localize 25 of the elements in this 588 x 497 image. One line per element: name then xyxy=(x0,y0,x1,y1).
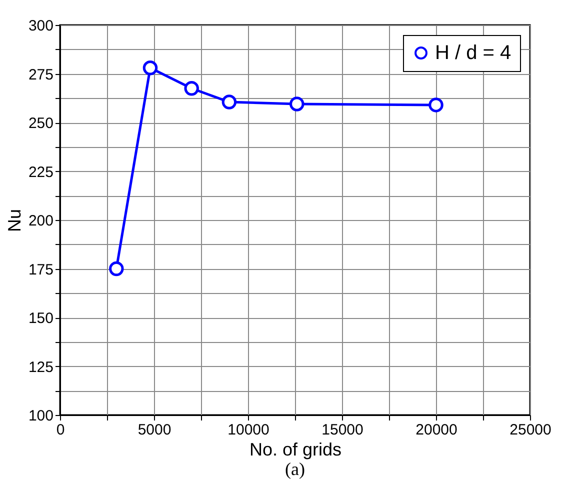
legend-label: H / d = 4 xyxy=(435,42,512,64)
point xyxy=(109,261,124,276)
text: (a) xyxy=(285,459,305,479)
y-tick-label: 175 xyxy=(28,261,54,278)
x-axis-title: No. of grids xyxy=(249,440,342,460)
y-tick-label: 200 xyxy=(28,212,54,230)
point xyxy=(428,98,444,112)
x-tick-label: 0 xyxy=(56,422,65,438)
point xyxy=(290,96,304,112)
y-tick-label: 125 xyxy=(28,358,54,376)
y-tick-label: 275 xyxy=(28,66,54,84)
x-tick-label: 25000 xyxy=(510,422,552,438)
x-tick-label: 10000 xyxy=(228,422,270,438)
y-tick-label: 225 xyxy=(28,164,54,181)
point xyxy=(222,94,237,110)
y-tick-label: 150 xyxy=(28,310,54,327)
point xyxy=(142,60,158,76)
x-tick-label: 15000 xyxy=(322,422,364,438)
y-tick-label: 250 xyxy=(28,115,54,132)
x-tick-label: 20000 xyxy=(416,422,458,438)
y-tick-label: 300 xyxy=(28,18,54,34)
x-tick-label: 5000 xyxy=(138,422,172,438)
point xyxy=(184,81,199,96)
y-axis-title: Nu xyxy=(4,208,24,232)
y-tick-label: 100 xyxy=(28,408,54,424)
